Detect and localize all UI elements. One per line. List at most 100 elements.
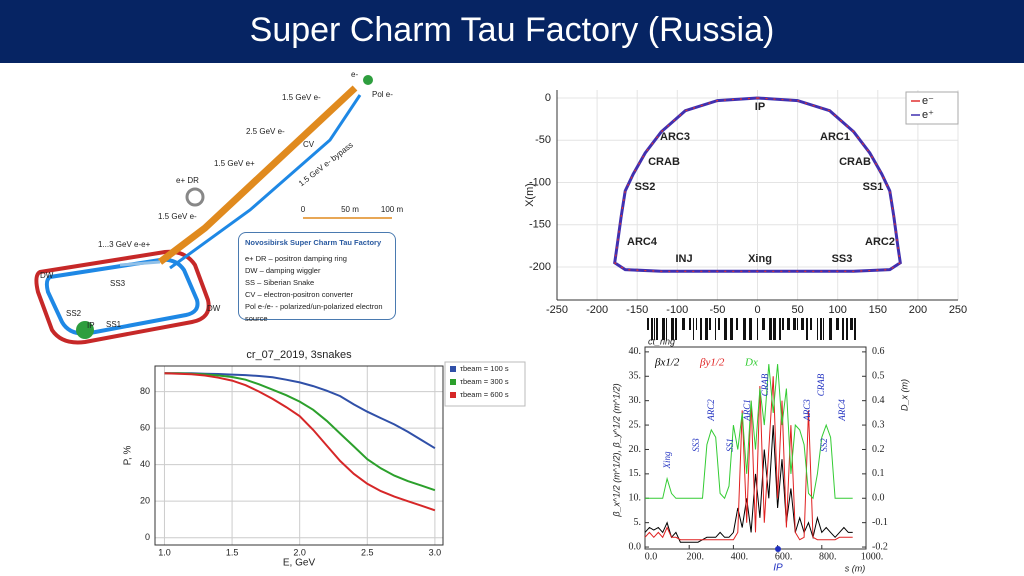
lattice-element (675, 318, 677, 340)
lattice-element (842, 318, 844, 340)
y-tick-label: 35. (629, 371, 642, 382)
section-label: ARC3 (660, 131, 690, 143)
lattice-element (671, 318, 674, 340)
section-label: ARC1 (820, 131, 850, 143)
x-tick-label: 250 (949, 304, 967, 316)
y2-tick-label: 0.3 (872, 419, 885, 430)
chart-title: ct_ring (648, 336, 675, 346)
x-tick-label: 50 (791, 304, 803, 316)
schematic-label: 1.5 GeV e- (282, 93, 321, 102)
section-label: ARC4 (627, 236, 658, 248)
ring-path (614, 97, 901, 272)
lattice-element (787, 318, 790, 330)
y2-tick-label: 0.4 (872, 395, 885, 406)
y-tick-label: -50 (535, 134, 551, 146)
bypass (169, 94, 362, 270)
y-tick-label: 10. (629, 493, 642, 504)
schematic-label: DW (40, 271, 54, 280)
lattice-element (793, 318, 796, 330)
x-tick-label: 200 (909, 304, 927, 316)
lattice-element (656, 318, 658, 340)
lattice-element (651, 318, 653, 340)
x-axis-label: E, GeV (283, 558, 316, 569)
lattice-element (749, 318, 752, 340)
x-tick-label: 3.0 (429, 547, 442, 557)
lattice-element (718, 318, 720, 330)
lattice-element (779, 318, 781, 340)
section-label: ARC4 (837, 399, 847, 422)
y-tick-label: -100 (529, 176, 551, 188)
series-line (644, 376, 853, 541)
lattice-element (647, 318, 649, 330)
y2-tick-label: 0.5 (872, 371, 885, 382)
schematic-legend: Novosibirsk Super Charm Tau Factory e+ D… (238, 232, 396, 323)
section-label: SS2 (635, 181, 656, 193)
y2-tick-label: 0.1 (872, 468, 885, 479)
x-tick-label: 1.5 (226, 547, 239, 557)
lattice-element (820, 318, 822, 340)
y-tick-label: 40 (140, 459, 150, 469)
series-line (164, 372, 436, 492)
ring-blue (44, 257, 200, 336)
lattice-element (810, 318, 812, 330)
legend-label: βx1/2 (654, 357, 680, 369)
x-tick-label: 2.5 (361, 547, 374, 557)
x-tick-label: 0.0 (645, 551, 658, 562)
legend-line: CV – electron-positron converter (245, 290, 353, 299)
series-line (645, 364, 853, 500)
schematic-label: SS3 (110, 279, 126, 288)
section-label: ARC1 (742, 399, 752, 422)
lattice-element (817, 318, 818, 340)
section-label: CRAB (760, 373, 770, 396)
section-label: SS1 (725, 438, 735, 452)
x-tick-label: 400. (731, 551, 749, 562)
legend-label: τbeam = 600 s (460, 390, 509, 399)
x-tick-label: 100 (829, 304, 847, 316)
schematic-label: CV (303, 140, 315, 149)
x-tick-label: 1000. (861, 551, 884, 562)
ip-detector (76, 321, 94, 339)
schematic-label: DW (207, 304, 221, 313)
y-tick-label: 40. (629, 346, 642, 357)
lattice-element (854, 318, 856, 340)
lattice-element (806, 318, 808, 340)
schematic-label: e+ DR (176, 176, 199, 185)
y-tick-label: -200 (529, 261, 551, 273)
lattice-element (769, 318, 772, 340)
y-tick-label: 25. (629, 419, 642, 430)
section-label: ARC2 (865, 236, 895, 248)
legend-label: e⁻ (922, 95, 934, 107)
y-tick-label: 0.0 (629, 541, 642, 552)
y2-tick-label: 0.6 (872, 346, 885, 357)
ip-label: IP (773, 563, 783, 574)
lattice-element (662, 318, 665, 340)
x-tick-label: 0 (754, 304, 760, 316)
section-label: CRAB (648, 156, 680, 168)
legend-swatch (450, 379, 456, 385)
chart-title: cr_07_2019, 3snakes (246, 349, 352, 361)
lattice-element (705, 318, 708, 340)
schematic-label: SS1 (106, 320, 122, 329)
x-tick-label: 600. (775, 551, 793, 562)
plot-frame (154, 365, 444, 546)
schematic-label: 1.5 GeV e+ (214, 159, 255, 168)
legend-swatch (450, 392, 456, 398)
linac (157, 85, 358, 265)
lattice-element (693, 318, 694, 340)
schematic (34, 75, 392, 345)
lattice-element (700, 318, 702, 340)
legend-box (444, 361, 526, 407)
legend-swatch (450, 366, 456, 372)
x-tick-label: 150 (869, 304, 887, 316)
legend-line: e+ DR – positron damping ring (245, 254, 347, 263)
lattice-element (782, 318, 784, 330)
lattice-element (682, 318, 685, 330)
lattice-element (850, 318, 853, 330)
lattice-element (666, 318, 667, 340)
lattice-element (836, 318, 839, 330)
lattice-element (730, 318, 733, 340)
y2-tick-label: 0.2 (872, 444, 885, 455)
legend-label: βy1/2 (699, 357, 725, 369)
y-tick-label: 20. (629, 444, 642, 455)
